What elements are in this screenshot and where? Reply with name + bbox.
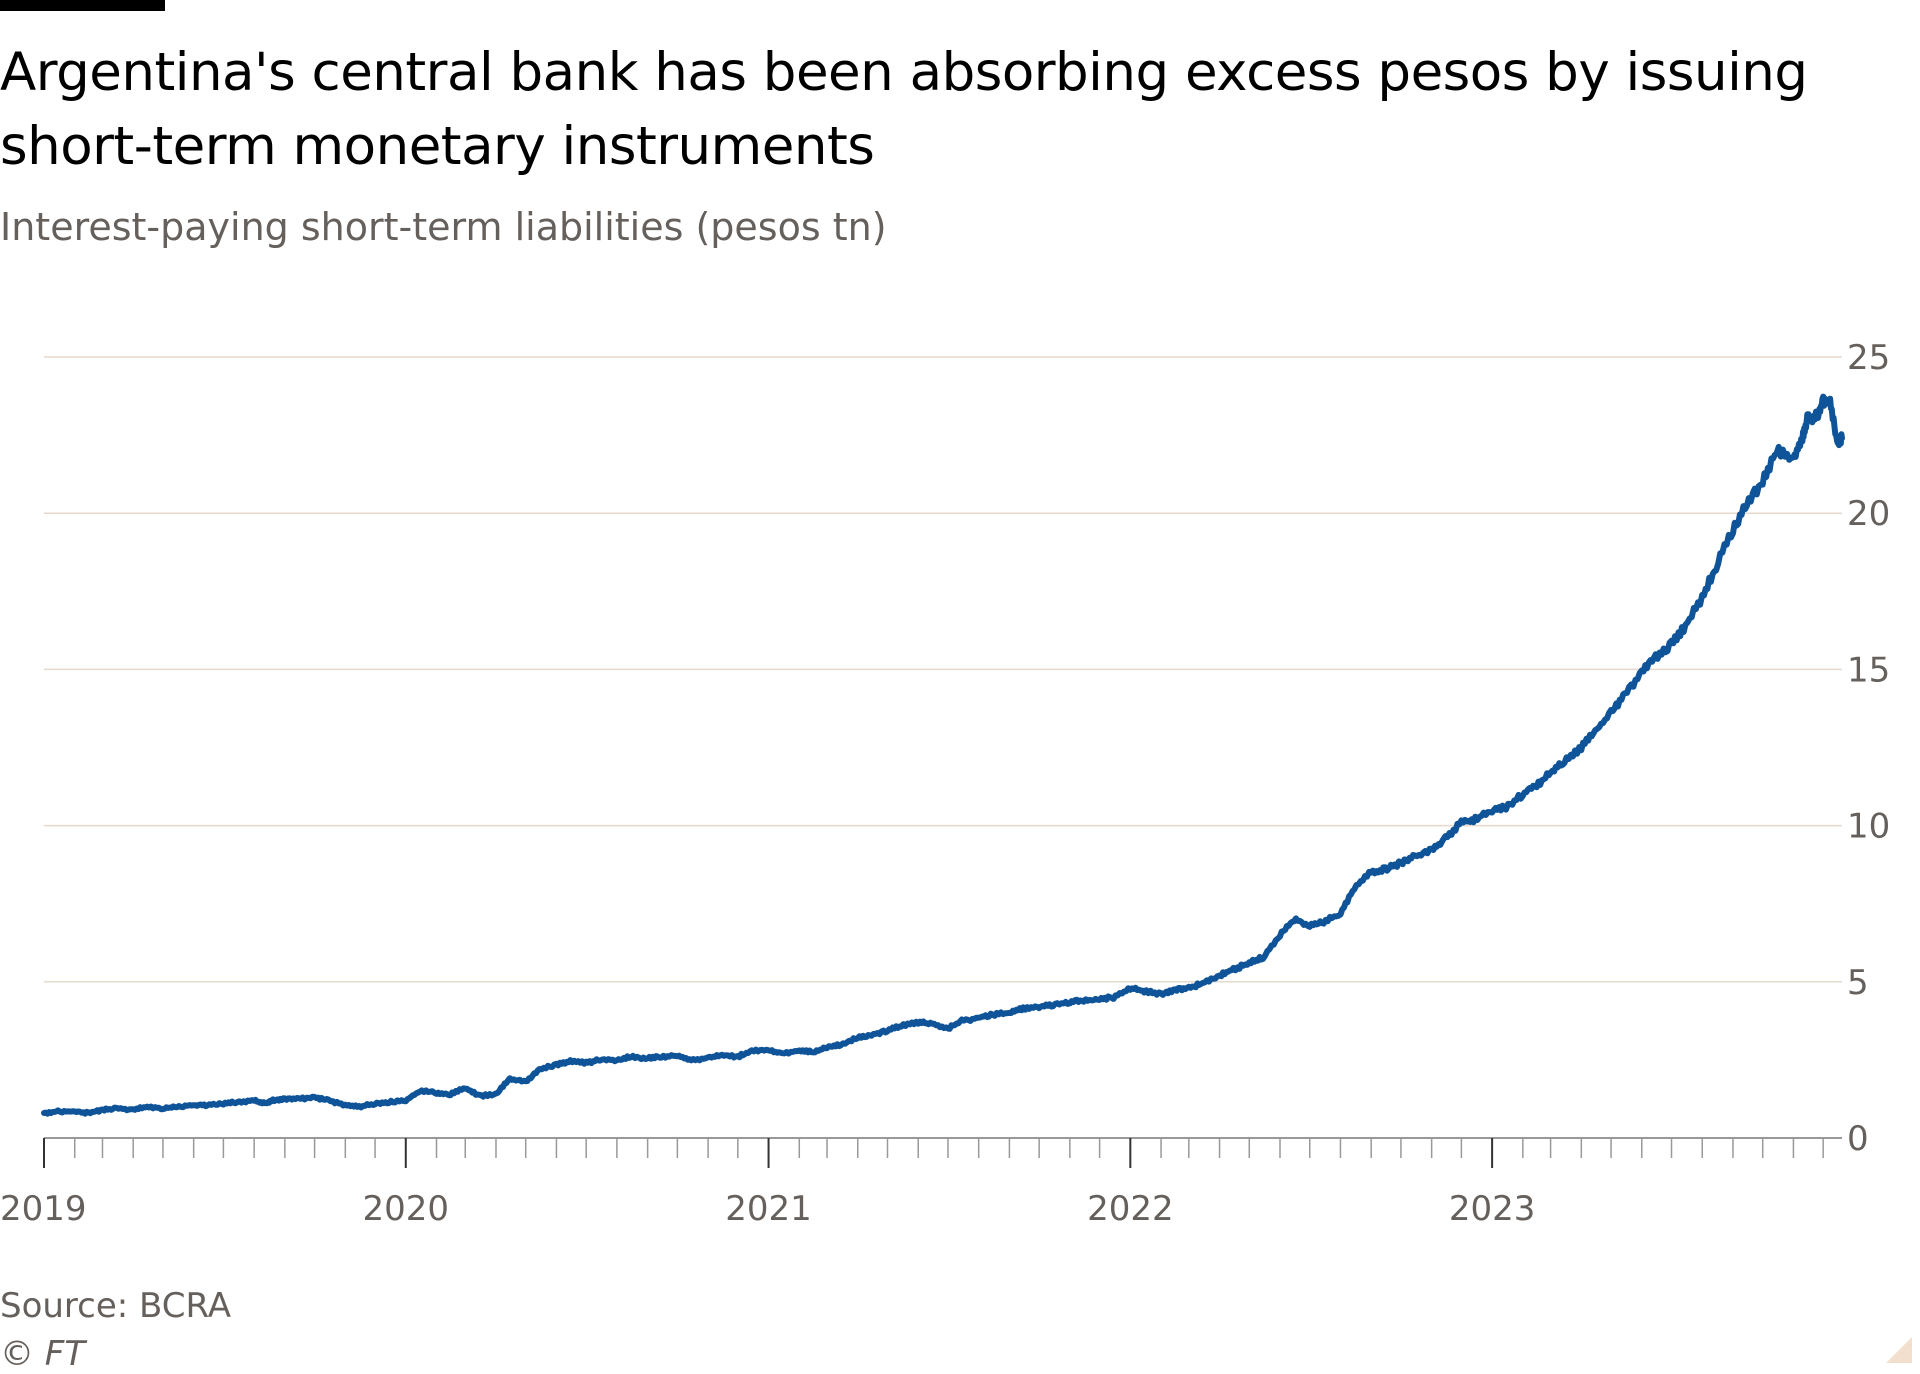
y-tick-label: 0 — [1847, 1119, 1869, 1159]
top-accent-bar — [0, 0, 165, 11]
y-tick-label: 10 — [1847, 807, 1890, 847]
x-tick-label: 2022 — [1087, 1189, 1174, 1229]
x-tick-label: 2023 — [1449, 1189, 1536, 1229]
y-tick-label: 5 — [1847, 963, 1869, 1003]
chart-subtitle: Interest-paying short-term liabilities (… — [0, 205, 887, 249]
x-tick-label: 2020 — [363, 1189, 450, 1229]
copyright-note: © FT — [0, 1334, 86, 1374]
line-chart: 0 5 10 15 20 25 2019 2020 2021 2022 2023 — [0, 338, 1890, 1229]
x-tick-label: 2019 — [0, 1189, 87, 1229]
x-tick-label: 2021 — [725, 1189, 812, 1229]
y-tick-label: 20 — [1847, 494, 1890, 534]
corner-mark — [1886, 1337, 1912, 1363]
chart-title: Argentina's central bank has been absorb… — [0, 42, 1808, 177]
y-tick-label: 15 — [1847, 650, 1890, 690]
series-line — [41, 393, 1845, 1117]
y-tick-label: 25 — [1847, 338, 1890, 378]
source-note: Source: BCRA — [0, 1286, 232, 1326]
